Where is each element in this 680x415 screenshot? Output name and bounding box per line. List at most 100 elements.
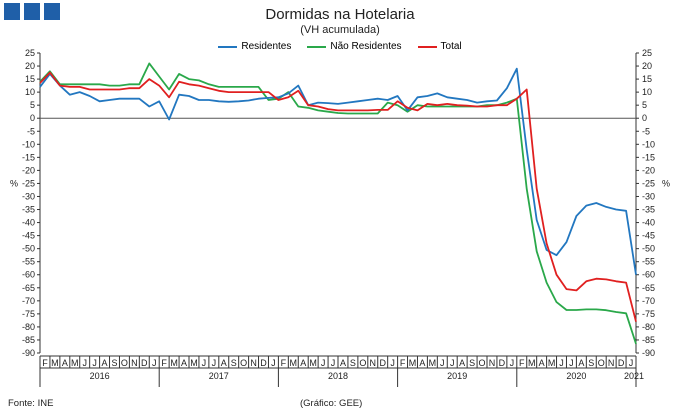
x-tick-label-month: D (618, 358, 625, 368)
y-tick-label-right: -5 (642, 126, 650, 136)
y-tick-label-right: -60 (642, 270, 655, 280)
x-tick-label-month: A (181, 358, 187, 368)
y-tick-label-right: -35 (642, 205, 655, 215)
x-tick-label-month: J (569, 358, 574, 368)
y-tick-label-right: -30 (642, 191, 655, 201)
x-tick-label-month: J (321, 358, 326, 368)
x-tick-label-year: 2021 (624, 371, 644, 381)
logo-block (44, 3, 60, 20)
x-tick-label-month: F (400, 358, 406, 368)
chart-credit: (Gráfico: GEE) (300, 398, 363, 409)
y-tick-label-left: 0 (30, 113, 35, 123)
x-tick-label-month: F (519, 358, 525, 368)
x-tick-label-month: S (111, 358, 117, 368)
x-tick-label-month: M (409, 358, 417, 368)
x-tick-label-month: D (499, 358, 506, 368)
series-line-0 (39, 67, 637, 275)
y-tick-label-left: -35 (22, 205, 35, 215)
legend-swatch (218, 45, 238, 48)
x-tick-label-month: A (62, 358, 68, 368)
y-axis-title-right: % (662, 178, 670, 188)
x-tick-label-month: A (578, 358, 584, 368)
y-tick-label-right: -50 (642, 244, 655, 254)
x-tick-label-month: N (489, 358, 496, 368)
x-tick-label-month: J (82, 358, 87, 368)
y-tick-label-right: -65 (642, 283, 655, 293)
y-tick-label-right: -10 (642, 139, 655, 149)
x-tick-label-month: F (42, 358, 48, 368)
y-tick-label-left: 25 (25, 48, 35, 58)
chart-legend: Residentes Não Residentes Total (0, 41, 680, 52)
y-tick-label-left: -20 (22, 165, 35, 175)
y-tick-label-right: 20 (642, 61, 652, 71)
legend-swatch (307, 45, 327, 48)
legend-label: Residentes (241, 41, 292, 52)
legend-item-total: Total (417, 41, 462, 52)
y-tick-label-right: -45 (642, 231, 655, 241)
y-tick-label-left: -30 (22, 191, 35, 201)
x-tick-label-month: N (608, 358, 615, 368)
x-tick-label-month: N (370, 358, 377, 368)
y-tick-label-right: 15 (642, 74, 652, 84)
y-tick-label-right: 10 (642, 87, 652, 97)
x-tick-label-month: A (459, 358, 465, 368)
x-tick-label-month: J (450, 358, 455, 368)
x-tick-label-month: O (598, 358, 605, 368)
y-tick-label-right: -80 (642, 322, 655, 332)
y-tick-label-left: 10 (25, 87, 35, 97)
x-tick-label-month: D (141, 358, 148, 368)
legend-item-nao-residentes: Não Residentes (307, 41, 402, 52)
x-tick-label-month: N (250, 358, 257, 368)
x-tick-label-month: A (340, 358, 346, 368)
x-tick-label-month: M (528, 358, 536, 368)
y-tick-label-left: -85 (22, 335, 35, 345)
x-tick-label-year: 2018 (328, 371, 348, 381)
y-tick-label-left: -15 (22, 152, 35, 162)
x-tick-label-month: S (469, 358, 475, 368)
series-line-1 (39, 62, 637, 345)
chart-subtitle: (VH acumulada) (300, 24, 380, 36)
x-tick-label-month: M (290, 358, 298, 368)
y-tick-label-right: 25 (642, 48, 652, 58)
x-tick-label-month: S (350, 358, 356, 368)
y-tick-label-right: -75 (642, 309, 655, 319)
x-tick-label-month: J (440, 358, 445, 368)
x-tick-label-month: O (121, 358, 128, 368)
y-tick-label-left: -75 (22, 309, 35, 319)
x-tick-label-month: A (419, 358, 425, 368)
source-note: Fonte: INE (8, 398, 54, 409)
y-tick-label-left: -5 (27, 126, 35, 136)
y-tick-label-left: -90 (22, 348, 35, 358)
x-tick-label-month: D (260, 358, 267, 368)
x-tick-label-month: J (629, 358, 634, 368)
y-tick-label-right: -90 (642, 348, 655, 358)
y-tick-label-left: -10 (22, 139, 35, 149)
y-tick-label-left: -70 (22, 296, 35, 306)
x-tick-label-month: A (102, 358, 108, 368)
y-tick-label-left: -60 (22, 270, 35, 280)
x-tick-label-month: J (212, 358, 217, 368)
x-tick-label-month: F (281, 358, 287, 368)
y-tick-label-left: 20 (25, 61, 35, 71)
x-tick-label-month: J (271, 358, 276, 368)
y-tick-label-left: -65 (22, 283, 35, 293)
x-tick-label-month: O (479, 358, 486, 368)
y-tick-label-right: -70 (642, 296, 655, 306)
x-tick-label-month: M (190, 358, 198, 368)
y-tick-label-left: -45 (22, 231, 35, 241)
y-tick-label-right: 0 (642, 113, 647, 123)
x-tick-label-month: S (588, 358, 594, 368)
x-tick-label-year: 2020 (566, 371, 586, 381)
x-tick-label-month: M (548, 358, 556, 368)
series-line-2 (39, 71, 637, 322)
x-tick-label-month: D (379, 358, 386, 368)
y-axis-title-left: % (10, 178, 18, 188)
x-tick-label-month: J (331, 358, 336, 368)
x-tick-label-month: J (559, 358, 564, 368)
logo-block (4, 3, 20, 20)
x-tick-label-month: J (152, 358, 157, 368)
x-tick-label-month: S (231, 358, 237, 368)
x-tick-label-month: M (170, 358, 178, 368)
y-tick-label-right: -25 (642, 178, 655, 188)
